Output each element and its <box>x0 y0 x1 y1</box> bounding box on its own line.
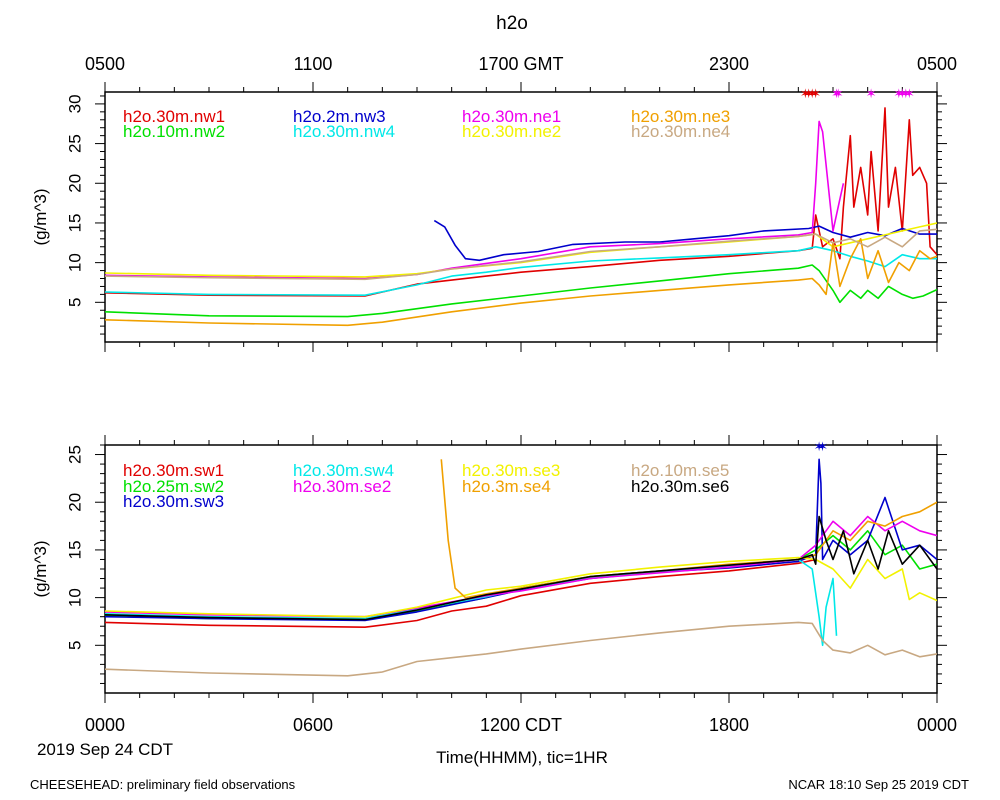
legend-entry: h2o.30m.ne2 <box>462 122 561 141</box>
legend-entry: h2o.30m.sw4 <box>293 461 394 480</box>
series-line-h2o.30m.ne3 <box>105 238 937 327</box>
series-line-h2o.10m.nw2 <box>105 264 937 318</box>
legend-entry: h2o.30m.ne3 <box>631 107 730 126</box>
gmt-tick-label: 1100 <box>294 54 333 74</box>
y-tick-label: 15 <box>65 213 84 232</box>
offscale-marker: ✶ <box>810 86 821 101</box>
legend-entry: h2o.30m.nw4 <box>293 122 395 141</box>
legend-entry: h2o.25m.sw2 <box>123 477 224 496</box>
gmt-axis: 0500 1100 1700 GMT 2300 0500 <box>85 54 957 74</box>
chart-title: h2o <box>496 13 528 34</box>
legend-entry: h2o.30m.se2 <box>293 477 391 496</box>
legend-entry: h2o.30m.se3 <box>462 461 560 480</box>
offscale-marker: ✶ <box>817 439 828 454</box>
legend-entry: h2o.3m.se4 <box>462 477 551 496</box>
series-line-h2o.30m.ne4 <box>105 228 937 281</box>
series-group <box>105 107 937 327</box>
y-tick-label: 10 <box>65 588 84 607</box>
offscale-marker: ✶ <box>807 86 818 101</box>
y-tick-label: 25 <box>65 134 84 153</box>
legend-entry: h2o.30m.ne4 <box>631 122 730 141</box>
offscale-marker: ✶ <box>897 86 908 101</box>
y-tick-label: 30 <box>65 94 84 113</box>
series-line-h2o.25m.sw2 <box>105 529 937 621</box>
legend-entry: h2o.30m.se6 <box>631 477 729 496</box>
panel-bottom: 5 10 15 20 25 (g/m^3) 0000 0600 1200 CDT 1800 0000… <box>31 435 957 735</box>
offscale-marker: ✶ <box>904 86 915 101</box>
offscale-marker: ✶ <box>803 86 814 101</box>
offscale-marker: ✶ <box>900 86 911 101</box>
footer-left-note: CHEESEHEAD: preliminary field observatio… <box>30 777 296 792</box>
series-group <box>105 458 937 677</box>
series-line-h2o.2m.nw3 <box>433 219 937 262</box>
series-line-h2o.10m.se5 <box>105 621 937 677</box>
offscale-marker: ✶ <box>831 86 842 101</box>
y-axis-label: (g/m^3) <box>31 188 50 245</box>
x-tick-label: 1800 <box>709 715 749 735</box>
gmt-tick-label: 2300 <box>709 54 749 74</box>
series-line-h2o.30m.se3 <box>105 556 937 618</box>
series-line-h2o.30m.nw4 <box>105 246 937 297</box>
offscale-marker: ✶ <box>893 86 904 101</box>
offscale-marker: ✶ <box>866 86 877 101</box>
offscale-marker: ✶ <box>800 86 811 101</box>
y-tick-label: 15 <box>65 540 84 559</box>
legend-entry: h2o.2m.nw3 <box>293 107 386 126</box>
y-tick-label: 20 <box>65 493 84 512</box>
footer-right-note: NCAR 18:10 Sep 25 2019 CDT <box>788 777 969 792</box>
y-tick-label: 20 <box>65 174 84 193</box>
series-line-h2o.30m.se2 <box>105 515 937 618</box>
series-line-h2o.30m.sw1 <box>105 558 816 629</box>
offscale-marker: ✶ <box>833 86 844 101</box>
y-tick-label: 5 <box>65 641 84 650</box>
legend-entry: h2o.10m.se5 <box>631 461 729 480</box>
legend-entry: h2o.30m.nw1 <box>123 107 225 126</box>
series-line-h2o.30m.nw1 <box>105 107 937 297</box>
series-line-h2o.30m.sw4 <box>105 558 838 647</box>
legend-entry: h2o.10m.nw2 <box>123 122 225 141</box>
x-tick-label: 0000 <box>85 715 125 735</box>
x-tick-label: 1200 CDT <box>480 715 562 735</box>
gmt-tick-label: 0500 <box>917 54 957 74</box>
date-label: 2019 Sep 24 CDT <box>37 740 173 759</box>
gmt-tick-label: 1700 GMT <box>478 54 563 74</box>
legend-entry: h2o.30m.sw3 <box>123 492 224 511</box>
legend-entry: h2o.30m.ne1 <box>462 107 561 126</box>
offscale-marker: ✶ <box>814 439 825 454</box>
legend-entry: h2o.30m.sw1 <box>123 461 224 480</box>
y-tick-label: 5 <box>65 298 84 307</box>
x-axis-label: Time(HHMM), tic=1HR <box>436 748 608 767</box>
y-tick-label: 25 <box>65 445 84 464</box>
gmt-tick-label: 0500 <box>85 54 125 74</box>
x-tick-label: 0600 <box>293 715 333 735</box>
y-tick-label: 10 <box>65 253 84 272</box>
x-tick-label: 0000 <box>917 715 957 735</box>
series-line-h2o.30m.se6 <box>105 515 937 621</box>
y-axis-label: (g/m^3) <box>31 540 50 597</box>
